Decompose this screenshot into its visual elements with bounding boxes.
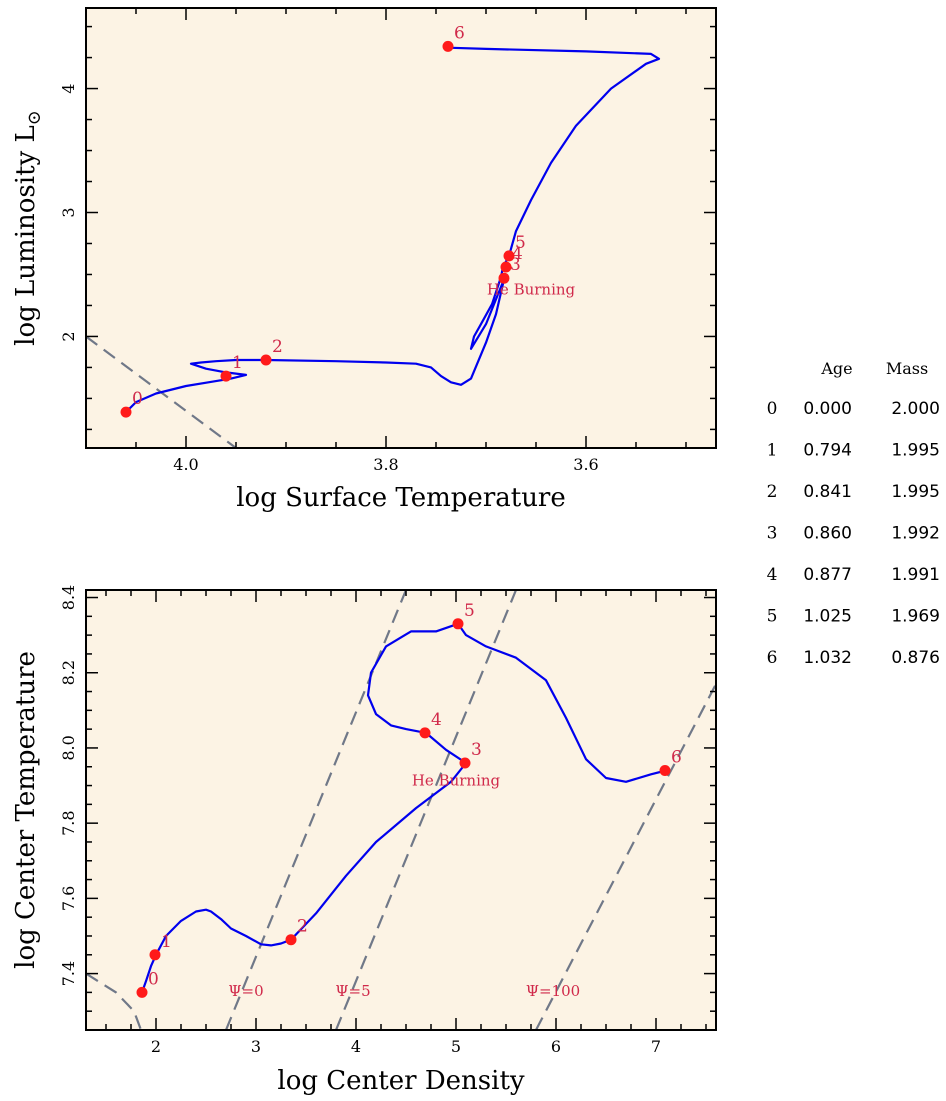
center-annotation-2: Ψ=5 — [335, 982, 370, 1000]
table-row-mass: 0.876 — [891, 648, 940, 668]
hr-y-tick-label: 3 — [59, 207, 78, 217]
hr-y-axis-label: log Luminosity L⊙ — [11, 110, 45, 346]
table-row-mass: 1.995 — [891, 482, 940, 502]
center-x-tick-label: 3 — [251, 1037, 261, 1056]
center-x-tick-label: 7 — [651, 1037, 661, 1056]
table-row-index: 1 — [767, 441, 778, 461]
center-guide-line-3 — [86, 972, 143, 1030]
center-x-tick-label: 4 — [351, 1037, 361, 1056]
center-plot-area — [86, 590, 716, 1030]
center-y-tick-label: 8.0 — [59, 735, 78, 760]
center-annotation-1: Ψ=0 — [228, 982, 263, 1000]
center-point-label-2: 2 — [297, 917, 308, 937]
hr-point-label-3: 3 — [510, 255, 521, 275]
hr-x-tick-label: 4.0 — [173, 455, 198, 474]
center-point-6 — [659, 765, 671, 776]
center-conditions-panel: 01 2 3 4 5 6 He Burning Ψ=0 Ψ=5 Ψ=100 2 3 4 5 6 7 7.4 7.… — [11, 585, 717, 1096]
center-point-label-1: 1 — [161, 932, 172, 952]
center-annotation-3: Ψ=100 — [526, 982, 580, 1000]
center-point-label-5: 5 — [464, 601, 475, 621]
table-row-mass: 1.991 — [891, 565, 940, 585]
center-x-tick-label: 6 — [551, 1037, 561, 1056]
hr-y-tick-label: 2 — [59, 331, 78, 341]
hr-point-4 — [500, 261, 512, 273]
hr-point-0 — [120, 406, 132, 418]
table-row-index: 5 — [767, 607, 778, 627]
table-row-age: 0.877 — [803, 565, 852, 585]
table-row-age: 0.000 — [803, 399, 852, 419]
table-row-age: 0.794 — [803, 441, 852, 461]
hr-annotation-0: He Burning — [487, 280, 576, 298]
center-point-1 — [149, 949, 161, 961]
table-row-index: 4 — [767, 565, 778, 585]
table-row-mass: 1.995 — [891, 441, 940, 461]
hr-point-5 — [503, 250, 515, 262]
table-row-age: 1.025 — [803, 607, 852, 627]
hr-y-tick-label: 4 — [59, 84, 78, 94]
center-plot-frame — [85, 589, 717, 1031]
hr-point-1 — [220, 370, 232, 382]
table-header-mass: Mass — [886, 359, 928, 378]
hr-x-tick-label: 3.8 — [373, 455, 398, 474]
age-mass-table: Age Mass 0 0.000 2.000 1 0.794 1.995 2 0.841 1.9… — [767, 359, 940, 668]
hr-point-label-1: 1 — [232, 353, 243, 373]
center-y-tick-label: 8.4 — [59, 585, 78, 610]
center-point-5 — [452, 618, 464, 630]
hr-point-label-2: 2 — [272, 337, 283, 357]
hr-point-6 — [442, 40, 454, 52]
hr-plot-frame — [85, 7, 717, 449]
table-row-index: 3 — [767, 524, 778, 544]
hr-point-label-4: 4 — [512, 244, 523, 264]
center-y-axis-label: log Center Temperature — [11, 651, 41, 969]
center-point-4 — [419, 727, 431, 739]
center-annotation-0: He Burning — [412, 772, 501, 790]
hr-point-2 — [260, 354, 272, 366]
table-row-age: 1.032 — [803, 648, 852, 668]
table-row-age: 0.841 — [803, 482, 852, 502]
center-point-0 — [136, 986, 148, 998]
center-x-tick-label: 5 — [451, 1037, 461, 1056]
center-point-label-6: 6 — [671, 748, 682, 768]
center-y-tick-label: 7.6 — [59, 886, 78, 911]
center-y-tick-label: 7.4 — [59, 961, 78, 986]
table-row-mass: 1.992 — [891, 524, 940, 544]
center-point-3 — [459, 757, 471, 769]
center-x-tick-label: 2 — [151, 1037, 161, 1056]
hr-plot-area — [86, 8, 716, 448]
center-point-label-3: 3 — [471, 740, 482, 760]
center-y-tick-label: 8.2 — [59, 660, 78, 685]
center-point-label-4: 4 — [431, 710, 442, 730]
table-row-index: 6 — [767, 648, 778, 668]
table-row-age: 0.860 — [803, 524, 852, 544]
hr-x-tick-label: 3.6 — [573, 455, 598, 474]
center-point-2 — [285, 934, 297, 946]
hr-point-label-6: 6 — [454, 23, 465, 43]
center-point-label-0: 0 — [148, 969, 159, 989]
table-row-index: 0 — [767, 399, 778, 419]
center-x-axis-label: log Center Density — [277, 1066, 525, 1096]
table-row-mass: 1.969 — [891, 607, 940, 627]
hr-point-label-5: 5 — [515, 233, 526, 253]
hr-point-3 — [498, 272, 510, 284]
hr-x-axis-label: log Surface Temperature — [236, 483, 566, 513]
table-row-mass: 2.000 — [891, 399, 940, 419]
center-guide-line-1 — [334, 590, 518, 1030]
table-row-index: 2 — [767, 482, 778, 502]
center-y-tick-label: 7.8 — [59, 810, 78, 835]
hr-point-label-0: 0 — [132, 389, 143, 409]
table-header-age: Age — [820, 359, 852, 378]
